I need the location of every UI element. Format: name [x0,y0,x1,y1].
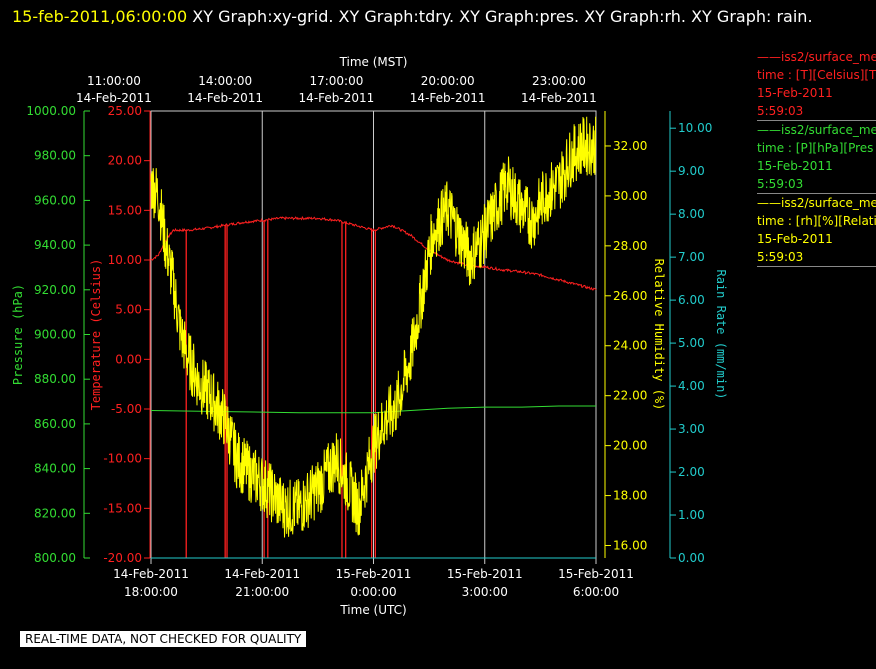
top-tick-date: 14-Feb-2011 [410,91,486,105]
bottom-tick-time: 18:00:00 [124,585,178,599]
pressure-tick-label: 940.00 [34,238,76,252]
top-tick-time: 23:00:00 [532,74,586,88]
legend-line: time : [rh][%][Relati [757,214,876,228]
quality-note: REAL-TIME DATA, NOT CHECKED FOR QUALITY [20,631,307,647]
pressure-series-line [150,405,596,414]
legend-line: 5:59:03 [757,177,804,191]
humidity-tick-label: 18.00 [613,489,647,503]
pressure-tick-label: 880.00 [34,372,76,386]
bottom-tick-time: 3:00:00 [462,585,508,599]
humidity-series-line [150,116,597,538]
top-tick-date: 14-Feb-2011 [187,91,263,105]
rain-tick-label: 8.00 [678,207,705,221]
bottom-tick-time: 6:00:00 [573,585,619,599]
temperature-tick-label: -20.00 [103,551,142,565]
temperature-tick-label: -10.00 [103,452,142,466]
temperature-tick-label: 15.00 [108,203,142,217]
temperature-axis-title: Temperature (Celsius) [89,259,103,411]
pressure-axis-title: Pressure (hPa) [11,284,25,385]
rain-tick-label: 6.00 [678,293,705,307]
rain-axis-title: Rain Rate (mm/min) [714,269,728,399]
rain-tick-label: 7.00 [678,250,705,264]
rain-tick-label: 5.00 [678,336,705,350]
pressure-tick-label: 800.00 [34,551,76,565]
legend-line: time : [T][Celsius][T [757,68,876,82]
legend-line: 15-Feb-2011 [757,232,833,246]
header: 15-feb-2011,06:00:00 XY Graph:xy-grid. X… [12,2,852,32]
legend-line: ——iss2/surface_met [757,50,876,64]
top-tick-time: 17:00:00 [309,74,363,88]
pressure-tick-label: 840.00 [34,462,76,476]
pressure-tick-label: 920.00 [34,283,76,297]
pressure-tick-label: 900.00 [34,328,76,342]
humidity-tick-label: 24.00 [613,339,647,353]
legend-line: ——iss2/surface_met [757,123,876,137]
temperature-tick-label: 20.00 [108,154,142,168]
temperature-tick-label: 0.00 [115,352,142,366]
humidity-tick-label: 22.00 [613,389,647,403]
humidity-tick-label: 26.00 [613,289,647,303]
bottom-axis-title: Time (UTC) [339,603,406,617]
rain-tick-label: 1.00 [678,508,705,522]
pressure-tick-label: 1000.00 [26,104,76,118]
temperature-tick-label: -5.00 [111,402,142,416]
header-title: XY Graph:xy-grid. XY Graph:tdry. XY Grap… [187,7,813,26]
humidity-tick-label: 16.00 [613,539,647,553]
bottom-tick-date: 15-Feb-2011 [447,567,523,581]
rain-tick-label: 10.00 [678,121,712,135]
bottom-tick-date: 14-Feb-2011 [113,567,189,581]
humidity-tick-label: 30.00 [613,189,647,203]
top-tick-date: 14-Feb-2011 [299,91,375,105]
pressure-tick-label: 820.00 [34,506,76,520]
pressure-tick-label: 860.00 [34,417,76,431]
legend-line: ——iss2/surface_met [757,196,876,210]
legend: ——iss2/surface_met time : [T][Celsius][T… [757,48,876,267]
rain-tick-label: 2.00 [678,465,705,479]
pressure-tick-label: 960.00 [34,193,76,207]
legend-entry-temperature[interactable]: ——iss2/surface_met time : [T][Celsius][T… [757,48,876,121]
humidity-axis-title: Relative Humidity (%) [652,259,666,411]
pressure-tick-label: 980.00 [34,149,76,163]
legend-line: 15-Feb-2011 [757,159,833,173]
humidity-tick-label: 32.00 [613,139,647,153]
temperature-tick-label: 25.00 [108,104,142,118]
bottom-tick-time: 21:00:00 [235,585,289,599]
header-timestamp: 15-feb-2011,06:00:00 [12,7,188,26]
top-tick-time: 20:00:00 [421,74,475,88]
top-tick-time: 11:00:00 [87,74,141,88]
bottom-tick-date: 14-Feb-2011 [224,567,300,581]
temperature-tick-label: 10.00 [108,253,142,267]
top-tick-date: 14-Feb-2011 [521,91,597,105]
rain-tick-label: 3.00 [678,422,705,436]
bottom-tick-date: 15-Feb-2011 [558,567,634,581]
temperature-tick-label: 5.00 [115,303,142,317]
legend-entry-pressure[interactable]: ——iss2/surface_met time : [P][hPa][Pres … [757,121,876,194]
temperature-tick-label: -15.00 [103,501,142,515]
top-axis-title: Time (MST) [339,55,408,69]
humidity-tick-label: 28.00 [613,239,647,253]
rain-tick-label: 9.00 [678,164,705,178]
top-tick-time: 14:00:00 [198,74,252,88]
legend-line: 15-Feb-2011 [757,86,833,100]
legend-line: 5:59:03 [757,250,804,264]
rain-tick-label: 0.00 [678,551,705,565]
rain-tick-label: 4.00 [678,379,705,393]
legend-line: time : [P][hPa][Pres [757,141,874,155]
legend-line: 5:59:03 [757,104,804,118]
bottom-tick-date: 15-Feb-2011 [336,567,412,581]
bottom-tick-time: 0:00:00 [350,585,396,599]
top-tick-date: 14-Feb-2011 [76,91,152,105]
humidity-tick-label: 20.00 [613,439,647,453]
legend-entry-humidity[interactable]: ——iss2/surface_met time : [rh][%][Relati… [757,194,876,267]
